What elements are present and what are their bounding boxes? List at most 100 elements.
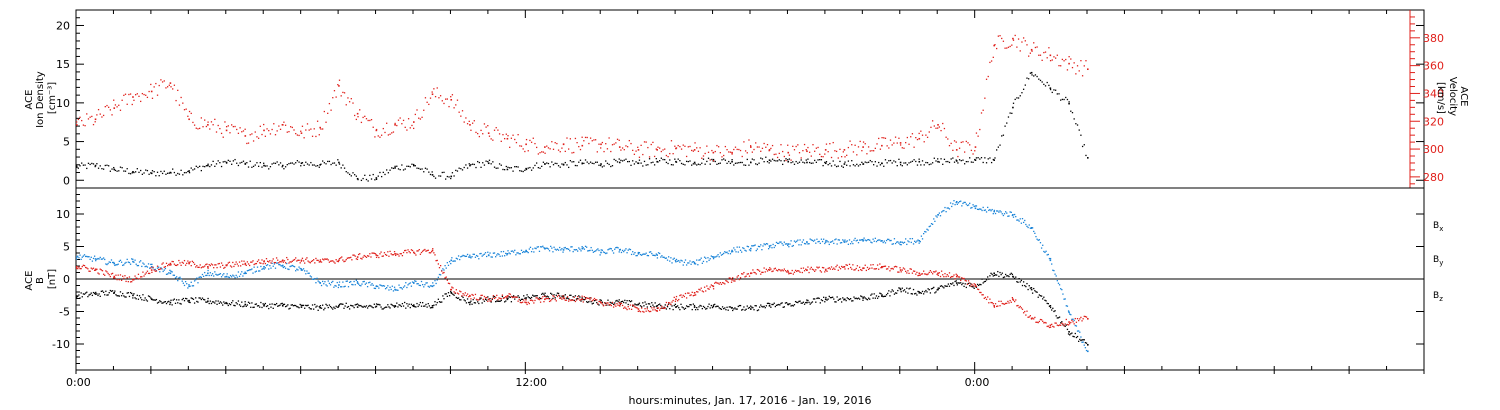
by-point — [570, 246, 572, 248]
density-point — [643, 160, 646, 163]
by-point — [152, 267, 154, 269]
by-point — [626, 252, 628, 254]
density-point — [1053, 89, 1055, 91]
density-point — [311, 164, 314, 166]
bx-point — [165, 302, 168, 305]
density-point — [990, 161, 993, 164]
bz-point — [949, 276, 952, 279]
density-point — [145, 169, 147, 171]
by-point — [611, 250, 614, 252]
bx-point — [816, 297, 818, 300]
velocity-point — [320, 128, 322, 130]
by-point — [598, 249, 600, 252]
by-point — [674, 259, 677, 262]
density-point — [802, 161, 804, 163]
velocity-point — [899, 144, 902, 146]
bz-point — [878, 268, 880, 270]
by-point — [697, 264, 699, 266]
by-point — [782, 244, 784, 246]
bz-value — [338, 259, 340, 262]
bx-point — [1006, 275, 1008, 277]
bz-point — [493, 297, 496, 300]
bz-point — [330, 260, 333, 262]
by-point — [660, 256, 662, 258]
by-point — [672, 258, 674, 260]
by-point — [1058, 284, 1061, 286]
density-point — [148, 173, 150, 175]
bz-value — [899, 269, 902, 271]
density-point — [1043, 83, 1045, 86]
density-point-value — [600, 163, 602, 165]
bx-point — [489, 297, 491, 300]
bx-point — [436, 301, 438, 304]
bz-point — [1074, 317, 1076, 320]
bz-point — [871, 267, 873, 269]
bx-point — [581, 297, 583, 299]
by-point — [493, 252, 496, 254]
bz-point — [224, 266, 226, 269]
by-point — [201, 273, 204, 276]
density-point — [953, 161, 956, 163]
by-point — [468, 256, 470, 258]
by-point — [1055, 275, 1057, 277]
velocity-point — [883, 137, 885, 139]
by-point — [953, 200, 955, 202]
bz-point — [746, 273, 748, 275]
bz-point — [459, 290, 461, 292]
bz-point — [967, 280, 970, 282]
bz-point — [1072, 321, 1074, 323]
bx-point — [985, 279, 988, 281]
velocity-point-value — [188, 118, 190, 121]
density-point — [387, 172, 390, 174]
density-point-value — [1087, 157, 1089, 159]
density-point-value — [750, 161, 752, 164]
density-point — [706, 160, 708, 163]
bx-point — [661, 307, 663, 309]
bz-point — [581, 295, 583, 297]
bz-point — [839, 268, 842, 270]
by-point — [864, 239, 866, 241]
by-point — [998, 211, 1000, 213]
by-point — [499, 255, 501, 257]
bz-point — [548, 300, 551, 303]
by-point — [885, 239, 888, 242]
bx-point — [196, 300, 198, 303]
by-point — [296, 268, 298, 270]
velocity-point — [963, 151, 966, 153]
by-point — [606, 252, 608, 254]
by-point — [720, 254, 723, 256]
bz-point — [833, 267, 835, 269]
by-point — [427, 285, 429, 288]
bz-point — [998, 300, 1000, 303]
by-point — [785, 243, 788, 245]
velocity-point — [635, 150, 637, 152]
bz-point — [993, 306, 996, 308]
velocity-point — [839, 148, 841, 151]
bx-point — [1083, 339, 1085, 341]
by-point — [741, 251, 743, 253]
velocity-point-value — [244, 135, 247, 137]
velocity-point — [652, 141, 654, 144]
bz-point — [858, 266, 861, 268]
density-point — [461, 169, 464, 171]
bx-point — [387, 304, 389, 306]
density-point-value — [824, 162, 827, 165]
by-point — [692, 261, 695, 263]
density-point — [884, 159, 887, 161]
bz-point — [910, 268, 912, 270]
bx-point — [370, 305, 372, 307]
bx-point — [570, 294, 572, 296]
bz-point — [728, 277, 730, 279]
density-point — [426, 168, 428, 170]
by-point — [496, 254, 498, 256]
velocity-point — [94, 121, 96, 123]
velocity-point — [851, 144, 853, 146]
density-axis-title-line1: ACE — [24, 90, 35, 110]
bx-point — [607, 299, 609, 301]
density-point — [817, 159, 819, 161]
bx-point — [639, 305, 642, 307]
bx-value — [693, 306, 696, 308]
velocity-point — [165, 87, 167, 89]
bz-point — [659, 309, 661, 311]
bx-point — [618, 299, 620, 301]
